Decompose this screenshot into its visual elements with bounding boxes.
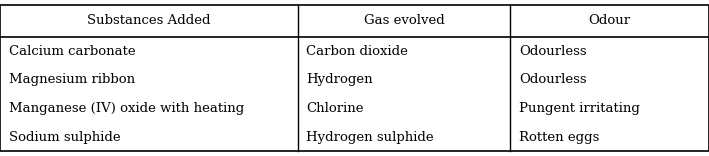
Text: Odourless: Odourless	[519, 45, 586, 58]
Text: Odourless: Odourless	[519, 73, 586, 86]
Text: Carbon dioxide: Carbon dioxide	[306, 45, 408, 58]
Text: Odour: Odour	[588, 14, 631, 27]
Text: Gas evolved: Gas evolved	[364, 14, 445, 27]
Text: Substances Added: Substances Added	[87, 14, 211, 27]
Text: Pungent irritating: Pungent irritating	[519, 102, 640, 115]
Text: Magnesium ribbon: Magnesium ribbon	[9, 73, 135, 86]
Text: Hydrogen: Hydrogen	[306, 73, 373, 86]
Text: Sodium sulphide: Sodium sulphide	[9, 131, 120, 144]
Text: Chlorine: Chlorine	[306, 102, 364, 115]
Text: Rotten eggs: Rotten eggs	[519, 131, 599, 144]
Text: Calcium carbonate: Calcium carbonate	[9, 45, 135, 58]
Text: Manganese (IV) oxide with heating: Manganese (IV) oxide with heating	[9, 102, 244, 115]
Text: Hydrogen sulphide: Hydrogen sulphide	[306, 131, 434, 144]
